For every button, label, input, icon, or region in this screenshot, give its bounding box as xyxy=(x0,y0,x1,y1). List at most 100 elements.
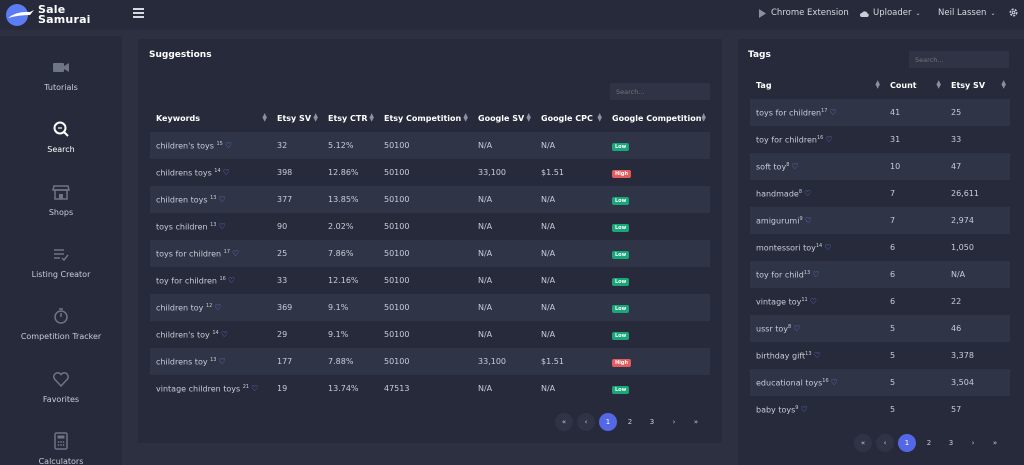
tag-cell[interactable]: handmade8 ♡ xyxy=(756,188,812,199)
heart-icon[interactable]: ♡ xyxy=(829,108,837,118)
column-header[interactable]: Etsy Competition ▲ ▼ xyxy=(384,112,468,124)
heart-icon[interactable]: ♡ xyxy=(809,297,817,307)
sidebar-item-tutorials[interactable]: Tutorials xyxy=(0,58,122,92)
heart-icon[interactable]: ♡ xyxy=(804,189,812,199)
brand-logo[interactable]: Sale Samurai xyxy=(4,2,91,28)
table-row[interactable]: toy for children 16 ♡ 33 12.16% 50100 N/A N/A L… xyxy=(150,267,710,294)
table-row[interactable]: handmade8 ♡ 7 26,611 xyxy=(750,180,1010,207)
sidebar-item-favorites[interactable]: Favorites xyxy=(0,370,122,404)
table-row[interactable]: montessori toy14 ♡ 6 1,050 xyxy=(750,234,1010,261)
table-row[interactable]: toys for children17 ♡ 41 25 xyxy=(750,99,1010,126)
tag-cell[interactable]: baby toys9 ♡ xyxy=(756,404,808,415)
next-page-button[interactable]: › xyxy=(971,439,975,447)
column-header[interactable]: Count ▲ ▼ xyxy=(890,79,941,91)
last-page-button[interactable]: » xyxy=(693,418,699,426)
table-row[interactable]: toys for children 17 ♡ 25 7.86% 50100 N/A N/A L… xyxy=(150,240,710,267)
table-row[interactable]: toy for child13 ♡ 6 N/A xyxy=(750,261,1010,288)
tag-cell[interactable]: vintage toy11 ♡ xyxy=(756,296,817,307)
keyword-cell[interactable]: toy for children 16 ♡ xyxy=(156,275,236,286)
keyword-cell[interactable]: children toys 13 ♡ xyxy=(150,186,271,213)
table-row[interactable]: educational toys16 ♡ 5 3,504 xyxy=(750,369,1010,396)
tag-cell[interactable]: toy for children16 ♡ xyxy=(756,134,833,145)
sidebar-item-shops[interactable]: Shops xyxy=(0,183,122,217)
table-row[interactable]: childrens toy 13 ♡ 177 7.88% 50100 33,100 $1.5… xyxy=(150,348,710,375)
tags-search-input[interactable] xyxy=(909,51,1009,68)
heart-icon[interactable]: ♡ xyxy=(227,276,236,286)
tag-cell[interactable]: montessori toy14 ♡ xyxy=(756,242,832,253)
heart-icon[interactable]: ♡ xyxy=(251,384,259,394)
next-page-button[interactable]: › xyxy=(672,418,676,426)
heart-icon[interactable]: ♡ xyxy=(830,378,838,388)
table-row[interactable]: toys children 13 ♡ 90 2.02% 50100 N/A N/A Low xyxy=(150,213,710,240)
column-header[interactable]: Keywords ▲ ▼ xyxy=(156,112,267,124)
suggestions-search-input[interactable] xyxy=(610,83,710,100)
heart-icon[interactable]: ♡ xyxy=(224,141,233,151)
menu-toggle-icon[interactable] xyxy=(133,8,144,18)
heart-icon[interactable]: ♡ xyxy=(812,270,820,280)
page-3-button[interactable]: 3 xyxy=(649,418,655,426)
page-2-button[interactable]: 2 xyxy=(627,418,633,426)
column-header[interactable]: Google Competition ▲ ▼ xyxy=(612,112,706,124)
heart-icon[interactable]: ♡ xyxy=(791,162,799,172)
table-row[interactable]: amigurumi9 ♡ 7 2,974 xyxy=(750,207,1010,234)
tag-cell[interactable]: toy for child13 ♡ xyxy=(750,261,884,288)
user-menu[interactable]: Neil Lassen ⌄ xyxy=(938,8,995,18)
heart-icon[interactable]: ♡ xyxy=(824,243,832,253)
table-row[interactable]: childrens toys 14 ♡ 398 12.86% 50100 33,100 $1… xyxy=(150,159,710,186)
heart-icon[interactable]: ♡ xyxy=(813,351,821,361)
column-header[interactable]: Google SV ▲ ▼ xyxy=(478,112,531,124)
table-row[interactable]: vintage children toys 21 ♡ 19 13.74% 47513 N/… xyxy=(150,375,710,402)
tag-cell[interactable]: ussr toy8 ♡ xyxy=(750,315,884,342)
prev-page-button[interactable]: ‹ xyxy=(577,413,595,431)
keyword-cell[interactable]: childrens toys 14 ♡ xyxy=(156,167,230,178)
sidebar-item-search[interactable]: Search xyxy=(0,120,122,154)
heart-icon[interactable]: ♡ xyxy=(232,249,240,259)
heart-icon[interactable]: ♡ xyxy=(218,357,226,367)
first-page-button[interactable]: « xyxy=(555,413,573,431)
table-row[interactable]: children's toys 15 ♡ 32 5.12% 50100 N/A N/A Low xyxy=(150,132,710,159)
table-row[interactable]: soft toy8 ♡ 10 47 xyxy=(750,153,1010,180)
tag-cell[interactable]: soft toy8 ♡ xyxy=(750,153,884,180)
chrome-extension-link[interactable]: Chrome Extension xyxy=(758,8,849,18)
column-header[interactable]: Etsy SV ▲ ▼ xyxy=(277,112,318,124)
keyword-cell[interactable]: childrens toy 13 ♡ xyxy=(150,348,271,375)
tag-cell[interactable]: toys for children17 ♡ xyxy=(750,99,884,126)
table-row[interactable]: children toys 13 ♡ 377 13.85% 50100 N/A N/A Low xyxy=(150,186,710,213)
keyword-cell[interactable]: children's toy 14 ♡ xyxy=(156,329,228,340)
prev-page-button[interactable]: ‹ xyxy=(876,434,894,452)
heart-icon[interactable]: ♡ xyxy=(222,168,230,178)
sidebar-item-calculators[interactable]: Calculators xyxy=(0,432,122,465)
table-row[interactable]: children toy 12 ♡ 369 9.1% 50100 N/A N/A Low xyxy=(150,294,710,321)
tag-cell[interactable]: educational toys16 ♡ xyxy=(750,369,884,396)
settings-button[interactable] xyxy=(1008,7,1019,18)
first-page-button[interactable]: « xyxy=(854,434,872,452)
uploader-dropdown[interactable]: Uploader ⌄ xyxy=(860,8,921,18)
keyword-cell[interactable]: vintage children toys 21 ♡ xyxy=(156,383,259,394)
page-3-button[interactable]: 3 xyxy=(948,439,954,447)
heart-icon[interactable]: ♡ xyxy=(220,330,228,340)
page-2-button[interactable]: 2 xyxy=(926,439,932,447)
tag-cell[interactable]: amigurumi9 ♡ xyxy=(750,207,884,234)
sidebar-item-listing-creator[interactable]: Listing Creator xyxy=(0,245,122,279)
heart-icon[interactable]: ♡ xyxy=(804,216,812,226)
table-row[interactable]: birthday gift13 ♡ 5 3,378 xyxy=(750,342,1010,369)
column-header[interactable]: Google CPC ▲ ▼ xyxy=(541,112,602,124)
table-row[interactable]: vintage toy11 ♡ 6 22 xyxy=(750,288,1010,315)
last-page-button[interactable]: » xyxy=(992,439,998,447)
table-row[interactable]: ussr toy8 ♡ 5 46 xyxy=(750,315,1010,342)
sidebar-item-competition-tracker[interactable]: Competition Tracker xyxy=(0,307,122,341)
keyword-cell[interactable]: toys for children 17 ♡ xyxy=(150,240,271,267)
column-header[interactable]: Etsy CTR ▲ ▼ xyxy=(328,112,374,124)
tag-cell[interactable]: birthday gift13 ♡ xyxy=(756,350,821,361)
column-header[interactable]: Tag ▲ ▼ xyxy=(756,79,880,91)
table-row[interactable]: toy for children16 ♡ 31 33 xyxy=(750,126,1010,153)
heart-icon[interactable]: ♡ xyxy=(793,324,801,334)
keyword-cell[interactable]: children toy 12 ♡ xyxy=(150,294,271,321)
keyword-cell[interactable]: children's toys 15 ♡ xyxy=(150,132,271,159)
keyword-cell[interactable]: toys children 13 ♡ xyxy=(156,221,226,232)
heart-icon[interactable]: ♡ xyxy=(214,303,222,313)
page-1-button[interactable]: 1 xyxy=(898,434,916,452)
table-row[interactable]: children's toy 14 ♡ 29 9.1% 50100 N/A N/A Low xyxy=(150,321,710,348)
heart-icon[interactable]: ♡ xyxy=(800,405,808,415)
table-row[interactable]: baby toys9 ♡ 5 57 xyxy=(750,396,1010,423)
